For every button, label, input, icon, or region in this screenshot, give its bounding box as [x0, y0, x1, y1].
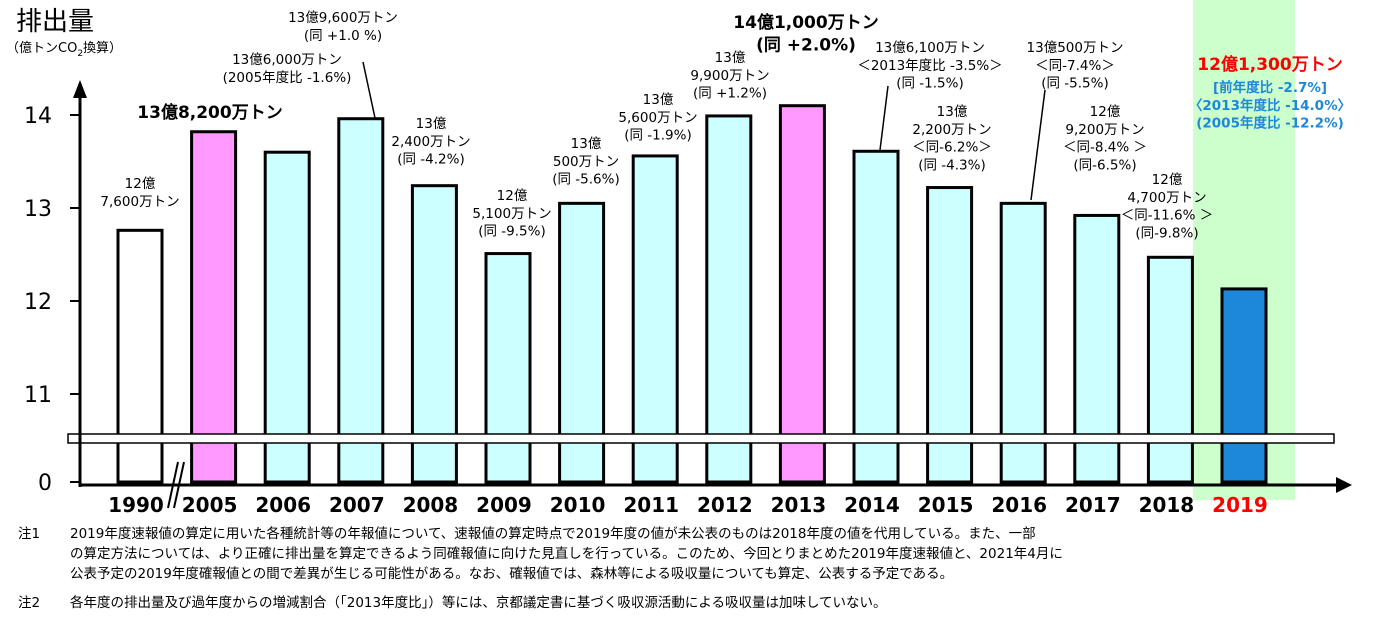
footnote-2-line-1: 各年度の排出量及び過年度からの増減割合（「2013年度比」）等には、京都議定書に…	[70, 595, 887, 611]
data-label-2005: 13億8,200万トン	[137, 102, 282, 123]
x-tick-label-2007: 2007	[329, 493, 385, 517]
data-label-2008: 13億 2,400万トン(同 -4.2%)	[391, 116, 470, 168]
x-tick-label-2012: 2012	[697, 493, 753, 517]
bar-2018	[1146, 255, 1194, 484]
footnote-2-number: 注2	[18, 595, 41, 611]
data-label-2006: 13億6,000万トン(2005年度比 -1.6%)	[223, 52, 352, 86]
y-tick-label-11: 11	[24, 383, 52, 408]
bar-2008	[410, 184, 458, 484]
x-tick-label-2014: 2014	[844, 493, 900, 517]
bar-2011	[631, 154, 679, 484]
footnote-1-line-2: の算定方法については、より正確に排出量を算定できるよう同確報値に向けた見直しを行…	[70, 546, 1063, 562]
chart-title: 排出量	[16, 7, 94, 37]
bar-2009	[484, 252, 532, 484]
bar-2013	[778, 104, 826, 484]
leader-line-2007	[362, 61, 376, 119]
leader-line-2014	[879, 85, 889, 151]
data-label-2019-comparison: [前年度比 -2.7%]〈2013年度比 -14.0%〉(2005年度比 -12…	[1189, 79, 1351, 132]
y-tick-label-14: 14	[24, 104, 52, 129]
x-break-mark-1	[167, 461, 179, 509]
data-label-2013: 14億1,000万トン(同 +2.0%)	[733, 12, 878, 55]
x-tick-label-2008: 2008	[403, 493, 459, 517]
x-tick-label-1990: 1990	[108, 493, 164, 517]
y-tick-label-12: 12	[24, 290, 52, 315]
footnote-1-line-1: 2019年度速報値の算定に用いた各種統計等の年報値について、速報値の算定時点で2…	[70, 526, 1036, 542]
x-tick-label-2018: 2018	[1139, 493, 1195, 517]
footnote-2: 注2 各年度の排出量及び過年度からの増減割合（「2013年度比」）等には、京都議…	[18, 593, 887, 613]
x-tick-label-2016: 2016	[991, 493, 1047, 517]
x-tick-label-2009: 2009	[476, 493, 532, 517]
leader-line-2016	[1030, 89, 1046, 201]
data-label-2009: 12億 5,100万トン(同 -9.5%)	[472, 188, 551, 240]
data-label-2011: 13億 5,600万トン(同 -1.9%)	[618, 92, 697, 144]
x-tick-label-2005: 2005	[182, 493, 238, 517]
bar-2014	[852, 149, 900, 484]
bar-1990	[116, 228, 164, 484]
data-label-2015: 13億 2,200万トン＜同-6.2%＞(同 -4.3%)	[912, 104, 992, 173]
x-break-mark-2	[173, 461, 185, 509]
data-label-1990: 12億 7,600万トン	[100, 176, 179, 210]
x-tick-label-2013: 2013	[771, 493, 827, 517]
data-label-2010: 13億 500万トン(同 -5.6%)	[552, 136, 620, 188]
data-label-2018: 12億 4,700万トン＜同-11.6% ＞(同-9.8%)	[1121, 172, 1214, 241]
x-tick-label-2019: 2019	[1212, 493, 1268, 517]
x-tick-label-2017: 2017	[1065, 493, 1121, 517]
bar-2012	[705, 114, 753, 484]
bar-2006	[263, 150, 311, 484]
x-tick-label-2010: 2010	[550, 493, 606, 517]
y-axis-arrow	[73, 80, 87, 98]
data-label-2014: 13億6,100万トン＜2013年度比 -3.5%＞(同 -1.5%)	[857, 40, 1002, 92]
y-tick-label-13: 13	[24, 197, 52, 222]
footnote-1: 注1 2019年度速報値の算定に用いた各種統計等の年報値について、速報値の算定時…	[18, 524, 1063, 584]
footnote-1-line-3: 公表予定の2019年度確報値との間で差異が生じる可能性がある。なお、確報値では、…	[70, 566, 954, 582]
data-label-2007: 13億9,600万トン(同 +1.0 %)	[288, 10, 398, 44]
x-tick-label-2011: 2011	[623, 493, 679, 517]
x-axis-arrow	[1336, 477, 1352, 493]
axis-break-band	[67, 433, 1335, 444]
footnote-1-number: 注1	[18, 526, 41, 542]
y-axis-unit-label: （億トンCO2換算）	[6, 40, 122, 59]
x-tick-label-2015: 2015	[918, 493, 974, 517]
bar-2019	[1220, 287, 1268, 484]
data-label-2016: 13億500万トン＜同-7.4%＞(同 -5.5%)	[1027, 40, 1124, 92]
bar-2007	[337, 117, 385, 484]
bar-2005	[190, 130, 238, 484]
y-tick-label-0: 0	[38, 471, 52, 496]
x-tick-label-2006: 2006	[255, 493, 311, 517]
data-label-2017: 12億 9,200万トン＜同-8.4% ＞(同-6.5%)	[1063, 104, 1147, 173]
bar-2015	[926, 186, 974, 484]
data-label-2012: 13億 9,900万トン(同 +1.2%)	[690, 50, 769, 102]
data-label-2019: 12億1,300万トン	[1197, 54, 1342, 75]
